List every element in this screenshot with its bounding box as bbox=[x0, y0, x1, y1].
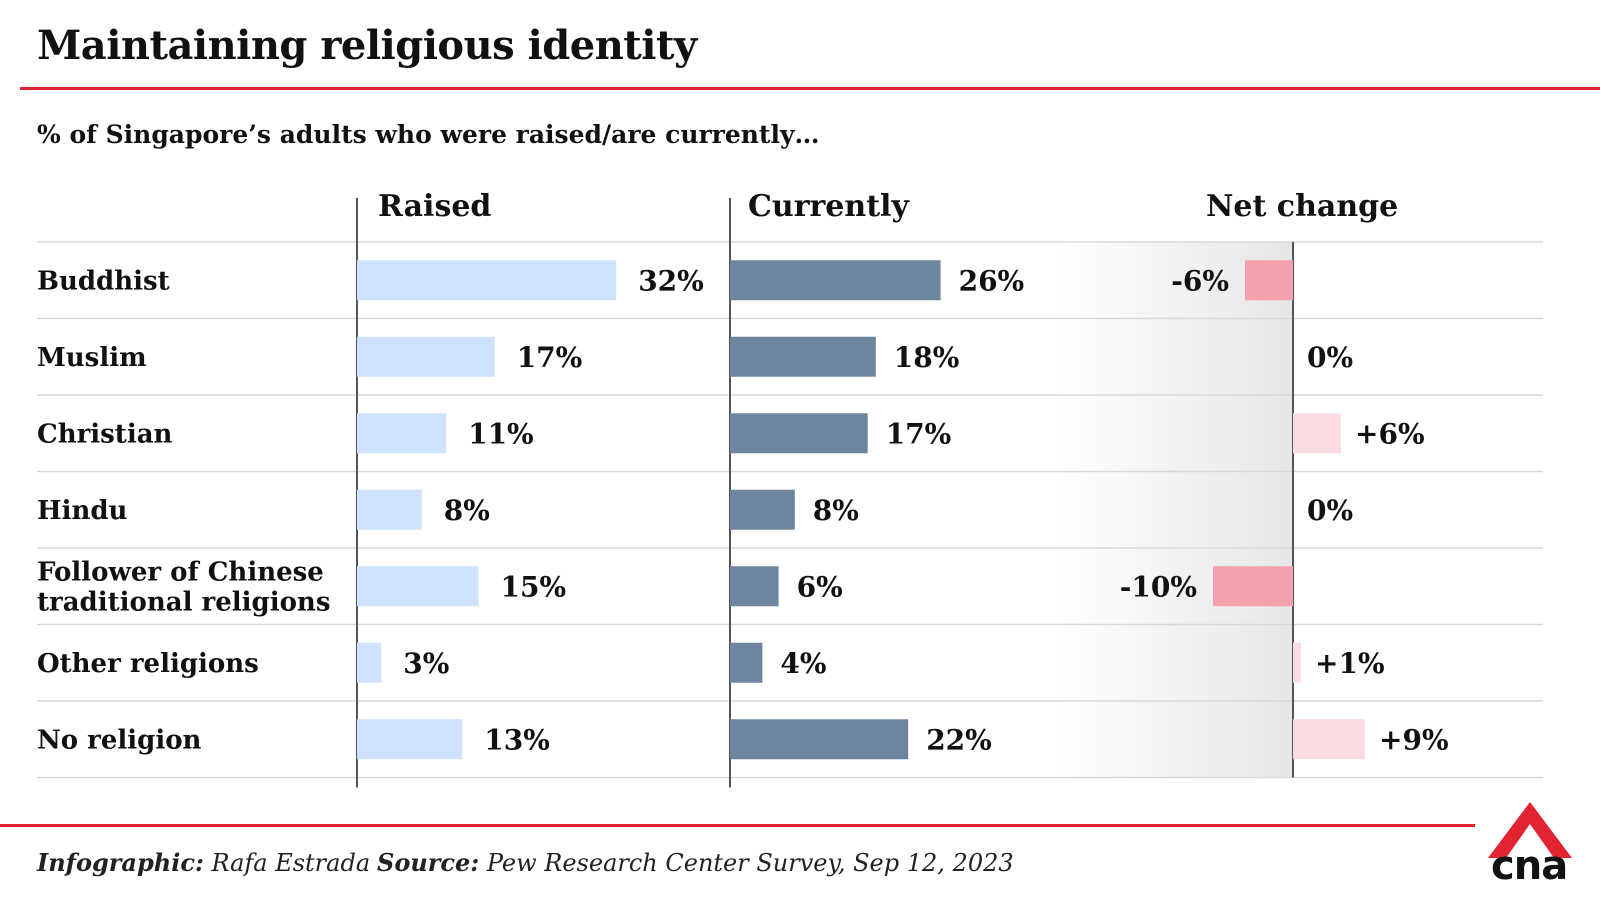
cna-logo-icon bbox=[1488, 802, 1572, 858]
value-label-raised-no-religion: 13% bbox=[484, 723, 550, 756]
credit: Infographic: Rafa Estrada bbox=[37, 848, 370, 877]
category-label-no-religion: No religion bbox=[37, 725, 202, 755]
category-label-line: Follower of Chinese bbox=[37, 557, 324, 587]
category-label-line: Christian bbox=[37, 419, 173, 449]
value-label-net-change-follower-of-chinese-traditional-religions: -10% bbox=[1120, 570, 1197, 603]
credit-name: Rafa Estrada bbox=[211, 849, 371, 877]
value-label-currently-buddhist: 26% bbox=[959, 264, 1025, 297]
net-change-shade bbox=[1060, 242, 1293, 778]
bar-net-change-no-religion bbox=[1293, 719, 1365, 760]
category-label-buddhist: Buddhist bbox=[37, 266, 170, 296]
bar-currently-christian bbox=[730, 413, 868, 454]
value-label-currently-other-religions: 4% bbox=[780, 647, 826, 680]
bar-raised-no-religion bbox=[357, 719, 463, 760]
value-label-raised-hindu: 8% bbox=[444, 494, 490, 527]
value-label-currently-no-religion: 22% bbox=[926, 723, 992, 756]
bar-raised-muslim bbox=[357, 336, 495, 377]
bar-net-change-christian bbox=[1293, 413, 1341, 454]
category-label-line: Buddhist bbox=[37, 266, 170, 296]
bar-currently-buddhist bbox=[730, 260, 941, 301]
bar-raised-hindu bbox=[357, 489, 422, 530]
value-label-raised-follower-of-chinese-traditional-religions: 15% bbox=[501, 570, 567, 603]
value-label-currently-christian: 17% bbox=[886, 417, 952, 450]
bar-currently-hindu bbox=[730, 489, 795, 530]
category-label-line: No religion bbox=[37, 725, 202, 755]
category-label-christian: Christian bbox=[37, 419, 173, 449]
value-label-currently-muslim: 18% bbox=[894, 341, 960, 374]
category-label-line: Muslim bbox=[37, 343, 147, 373]
category-label-hindu: Hindu bbox=[37, 496, 128, 526]
value-label-raised-buddhist: 32% bbox=[638, 264, 704, 297]
value-label-raised-christian: 11% bbox=[468, 417, 534, 450]
bar-raised-other-religions bbox=[357, 642, 382, 683]
bar-currently-muslim bbox=[730, 336, 876, 377]
category-label-other-religions: Other religions bbox=[37, 649, 259, 679]
value-label-currently-follower-of-chinese-traditional-religions: 6% bbox=[797, 570, 843, 603]
category-label-line: Hindu bbox=[37, 496, 128, 526]
bar-currently-other-religions bbox=[730, 642, 763, 683]
value-label-raised-other-religions: 3% bbox=[403, 647, 449, 680]
category-label-muslim: Muslim bbox=[37, 343, 147, 373]
bar-currently-no-religion bbox=[730, 719, 909, 760]
bar-raised-follower-of-chinese-traditional-religions bbox=[357, 566, 479, 607]
value-label-net-change-no-religion: +9% bbox=[1379, 723, 1449, 756]
logo-text: cna bbox=[1491, 843, 1568, 889]
bar-currently-follower-of-chinese-traditional-religions bbox=[730, 566, 779, 607]
value-label-net-change-other-religions: +1% bbox=[1315, 647, 1385, 680]
column-header-net-change: Net change bbox=[1206, 189, 1398, 224]
column-header-currently: Currently bbox=[748, 189, 910, 224]
bar-chart: Raised Currently Net change Buddhist 32% 26% -… bbox=[37, 189, 1543, 788]
source-label: Source: bbox=[377, 848, 480, 877]
title-rule bbox=[20, 87, 1600, 90]
credit-label: Infographic: bbox=[37, 848, 204, 877]
category-label-line: Other religions bbox=[37, 649, 259, 679]
footer-rule bbox=[0, 824, 1475, 827]
chart-title: Maintaining religious identity bbox=[37, 22, 697, 69]
column-header-raised: Raised bbox=[378, 189, 491, 224]
value-label-net-change-muslim: 0% bbox=[1307, 341, 1353, 374]
bar-net-change-follower-of-chinese-traditional-religions bbox=[1213, 566, 1293, 607]
value-label-net-change-christian: +6% bbox=[1355, 417, 1425, 450]
source-text: Pew Research Center Survey, Sep 12, 2023 bbox=[486, 849, 1014, 877]
value-label-net-change-hindu: 0% bbox=[1307, 494, 1353, 527]
bar-raised-christian bbox=[357, 413, 447, 454]
bar-raised-buddhist bbox=[357, 260, 617, 301]
category-label-line: traditional religions bbox=[37, 587, 330, 617]
bar-net-change-other-religions bbox=[1293, 642, 1301, 683]
value-label-currently-hindu: 8% bbox=[813, 494, 859, 527]
bar-net-change-buddhist bbox=[1245, 260, 1293, 301]
source: Source: Pew Research Center Survey, Sep … bbox=[377, 848, 1014, 877]
category-label-follower-of-chinese-traditional-religions: Follower of Chinese traditional religions bbox=[37, 557, 330, 617]
value-label-net-change-buddhist: -6% bbox=[1171, 264, 1229, 297]
value-label-raised-muslim: 17% bbox=[517, 341, 583, 374]
chart-subtitle: % of Singapore’s adults who were raised/… bbox=[37, 120, 820, 149]
